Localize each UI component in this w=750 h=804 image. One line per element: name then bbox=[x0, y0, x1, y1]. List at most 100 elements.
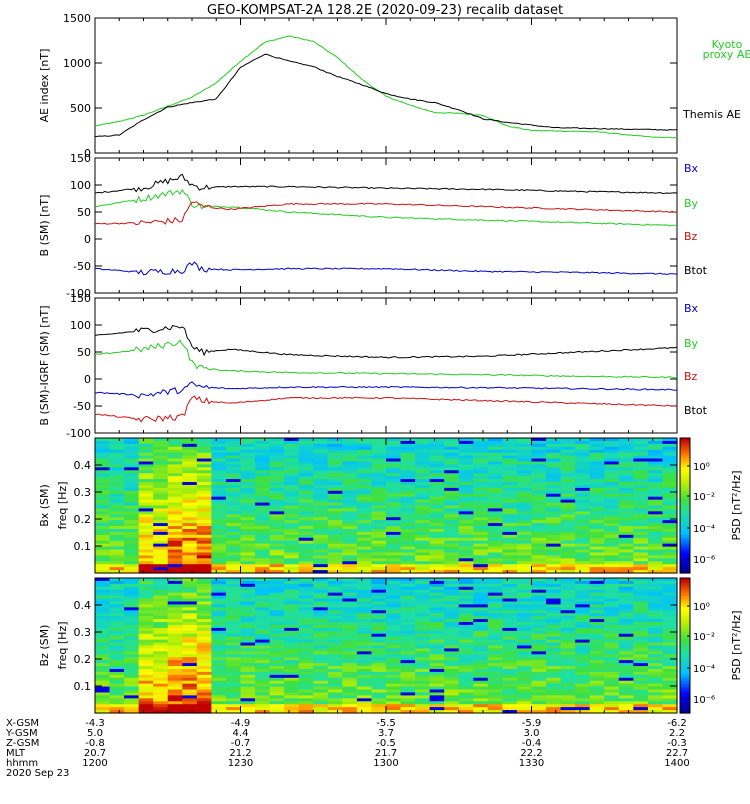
spectrogram-cell bbox=[604, 616, 620, 620]
spectrogram-cell bbox=[240, 583, 256, 588]
spectrogram-cell bbox=[647, 616, 664, 620]
spectrogram-cell bbox=[225, 610, 242, 614]
spectrogram-cell bbox=[662, 446, 678, 451]
spectrogram-cell bbox=[298, 446, 314, 451]
spectrogram-cell bbox=[458, 683, 474, 688]
spectrogram-cell bbox=[618, 482, 634, 486]
spectrogram-cell bbox=[386, 490, 402, 495]
spectrogram-cell bbox=[342, 604, 358, 608]
spectrogram-cell bbox=[662, 651, 678, 655]
spectrogram-cell bbox=[604, 490, 620, 495]
spectrogram-cell bbox=[371, 677, 387, 682]
spectrogram-cell bbox=[386, 505, 402, 510]
spectrogram-cell bbox=[284, 490, 300, 495]
spectrogram-cell bbox=[284, 455, 300, 460]
spectrogram-cell bbox=[196, 619, 212, 623]
spectrogram-cell bbox=[356, 446, 373, 451]
spectrogram-cell bbox=[546, 534, 562, 539]
spectrogram-cell bbox=[124, 467, 140, 471]
spectrogram-cell bbox=[531, 607, 547, 611]
spectrogram-cell bbox=[618, 710, 634, 714]
spectrogram-cell bbox=[124, 692, 140, 696]
spectrogram-cell bbox=[618, 598, 634, 603]
spectrogram-cell bbox=[618, 540, 634, 545]
legend-field-item-btot: Btot bbox=[684, 264, 708, 277]
spectrogram-cell bbox=[109, 636, 125, 641]
spectrogram-cell bbox=[633, 627, 649, 632]
spectrogram-cell bbox=[531, 552, 547, 556]
spectrogram-cell bbox=[531, 701, 547, 705]
spectrogram-cell bbox=[211, 583, 227, 588]
spectrogram-cell bbox=[618, 490, 634, 495]
spectrogram-cell bbox=[400, 484, 416, 489]
spectrogram-cell bbox=[240, 502, 256, 507]
spectrogram-cell bbox=[546, 677, 562, 682]
spectrogram-cell bbox=[167, 520, 183, 524]
spectrogram-cell bbox=[240, 639, 256, 644]
spectrogram-cell bbox=[371, 663, 387, 667]
spectrogram-cell bbox=[138, 592, 154, 597]
spectrogram-cell bbox=[371, 586, 387, 591]
spectrogram-cell bbox=[225, 663, 242, 667]
spectrogram-cell bbox=[240, 592, 256, 597]
spectrogram-cell bbox=[313, 473, 329, 477]
spectrogram-cell bbox=[327, 707, 343, 711]
spectrogram-cell bbox=[502, 627, 518, 632]
spectrogram-cell bbox=[429, 514, 445, 518]
spectrogram-cell bbox=[400, 508, 416, 512]
spectrogram-cell bbox=[327, 610, 343, 614]
spectrogram-cell bbox=[531, 578, 547, 582]
series-line-bz bbox=[94, 395, 678, 423]
spectrogram-cell bbox=[473, 552, 489, 556]
spectrogram-cell bbox=[138, 633, 154, 638]
spectrogram-cell bbox=[371, 526, 387, 530]
spectrogram-cell bbox=[138, 677, 154, 682]
spectrogram-cell bbox=[342, 616, 358, 620]
spectrogram-cell bbox=[211, 482, 227, 486]
spectrogram-cell bbox=[546, 707, 562, 711]
colorbar-band bbox=[680, 636, 690, 640]
table-cell: 3.7 bbox=[378, 728, 394, 739]
spectrogram-cell bbox=[298, 595, 314, 600]
spectrogram-cell bbox=[575, 499, 591, 504]
spectrogram-cell bbox=[327, 604, 343, 608]
spectrogram-cell bbox=[618, 645, 634, 650]
spectrogram-cell bbox=[284, 496, 300, 501]
spectrogram-cell bbox=[109, 683, 125, 688]
spectrogram-cell bbox=[240, 698, 256, 702]
spectrogram-cell bbox=[211, 446, 227, 451]
spectrogram-cell bbox=[531, 546, 547, 551]
spectrogram-cell bbox=[487, 552, 503, 556]
spectrogram-cell bbox=[182, 567, 198, 571]
spectrogram-cell bbox=[298, 540, 314, 545]
spectrogram-cell bbox=[153, 511, 169, 515]
spectrogram-cell bbox=[298, 528, 314, 533]
spectrogram-cell bbox=[124, 636, 140, 641]
spectrogram-cell bbox=[124, 586, 140, 591]
spectrogram-cell bbox=[502, 464, 518, 468]
spectrogram-cell bbox=[560, 505, 576, 510]
spectrogram-cell bbox=[298, 677, 314, 682]
spectrogram-cell bbox=[124, 464, 140, 468]
spectrogram-cell bbox=[633, 487, 649, 492]
spectrogram-cell bbox=[473, 517, 489, 521]
spectrogram-cell bbox=[240, 523, 256, 527]
spectrogram-cell bbox=[211, 564, 227, 568]
spectrogram-cell bbox=[429, 546, 445, 551]
spectrogram-cell bbox=[255, 543, 271, 548]
spectrogram-cell bbox=[633, 499, 649, 504]
spectrogram-cell bbox=[560, 598, 576, 603]
spectrogram-cell bbox=[444, 455, 460, 460]
spectrogram-cell bbox=[589, 555, 605, 559]
spectrogram-cell bbox=[269, 578, 285, 582]
spectrogram-cell bbox=[458, 440, 474, 445]
spectrogram-cell bbox=[95, 683, 111, 688]
spectrogram-cell bbox=[604, 514, 620, 518]
spectrogram-cell bbox=[662, 552, 678, 556]
spectrogram-cell bbox=[647, 540, 664, 545]
spectrogram-cell bbox=[546, 683, 562, 688]
spectrogram-cell bbox=[560, 595, 576, 600]
spectrogram-cell bbox=[400, 470, 416, 474]
spectrogram-cell bbox=[342, 531, 358, 536]
spectrogram-cell bbox=[240, 487, 256, 492]
